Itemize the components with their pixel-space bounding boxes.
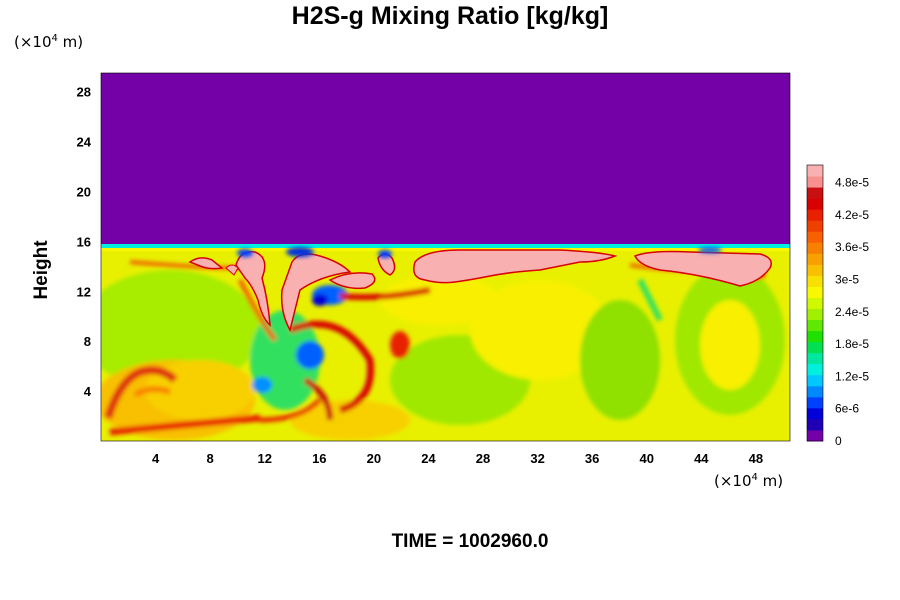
max-value-regions xyxy=(188,249,772,333)
time-label: TIME = 1002960.0 xyxy=(391,531,549,552)
colorbar-swatch xyxy=(807,264,823,276)
colorbar-label: 2.4e-5 xyxy=(835,305,869,319)
colorbar-label: 4.8e-5 xyxy=(835,176,869,190)
colorbar-swatch xyxy=(807,429,823,442)
colorbar-swatch xyxy=(807,352,823,365)
y-tick-label: 24 xyxy=(77,135,92,150)
y-tick-label: 8 xyxy=(84,334,91,349)
plot-area xyxy=(100,72,791,442)
chart-title: H2S-g Mixing Ratio [kg/kg] xyxy=(291,2,609,30)
colorbar-swatch xyxy=(807,396,823,409)
colorbar-label: 1.8e-5 xyxy=(835,337,869,351)
colorbar-swatch xyxy=(807,275,823,287)
x-tick-label: 24 xyxy=(421,451,436,466)
x-tick-label: 32 xyxy=(530,451,544,466)
colorbar-label: 3.6e-5 xyxy=(835,240,869,254)
colorbar-swatch xyxy=(807,209,823,221)
x-tick-labels: 4 8 12 16 20 24 28 32 36 40 44 48 xyxy=(152,451,763,466)
x-tick-label: 8 xyxy=(207,451,214,466)
colorbar-label: 0 xyxy=(835,434,842,448)
colorbar-swatch xyxy=(807,297,823,310)
x-tick-label: 16 xyxy=(312,451,326,466)
colorbar-swatch xyxy=(807,198,823,210)
y-tick-label: 4 xyxy=(84,384,92,399)
x-tick-label: 40 xyxy=(640,451,654,466)
colorbar-swatch xyxy=(807,165,823,177)
boundary-band-yellow xyxy=(101,248,790,251)
x-tick-label: 12 xyxy=(257,451,271,466)
colorbar-swatch xyxy=(807,374,823,387)
colorbar-swatch xyxy=(807,220,823,232)
colorbar-swatch xyxy=(807,330,823,343)
colorbar-swatch xyxy=(807,176,823,188)
x-tick-label: 48 xyxy=(749,451,763,466)
boundary-blue-edges xyxy=(237,247,722,258)
colorbar-swatch xyxy=(807,418,823,431)
x-tick-label: 28 xyxy=(476,451,490,466)
y-tick-label: 16 xyxy=(77,234,91,249)
y-tick-label: 12 xyxy=(77,284,91,299)
colorbar-swatch xyxy=(807,253,823,265)
colorbar-swatch xyxy=(807,363,823,376)
colorbar-label: 3e-5 xyxy=(835,273,859,287)
colorbar-label: 1.2e-5 xyxy=(835,369,869,383)
field-blobs xyxy=(101,260,785,440)
colorbar-swatch xyxy=(807,319,823,332)
x-tick-label: 36 xyxy=(585,451,599,466)
x-tick-label: 44 xyxy=(694,451,709,466)
boundary-band xyxy=(101,244,790,249)
colorbar xyxy=(806,164,824,442)
x-tick-label: 4 xyxy=(152,451,160,466)
colorbar-frame xyxy=(806,164,824,442)
plot-frame xyxy=(100,72,791,442)
colorbar-swatch xyxy=(807,231,823,243)
colorbar-label: 6e-6 xyxy=(835,402,859,416)
colorbar-swatch xyxy=(807,187,823,199)
y-tick-label: 28 xyxy=(77,85,91,100)
colorbar-label: 4.2e-5 xyxy=(835,208,869,222)
colorbar-swatch xyxy=(807,407,823,420)
colorbar-labels: 0 6e-6 1.2e-5 1.8e-5 2.4e-5 3e-5 3.6e-5 4.2e-5 4… xyxy=(835,176,869,448)
x-unit-label: (×104 m) xyxy=(714,472,784,490)
y-unit-label: (×104 m) xyxy=(14,33,84,51)
y-tick-label: 20 xyxy=(77,185,91,200)
colorbar-swatch xyxy=(807,308,823,321)
colorbar-swatch xyxy=(807,341,823,354)
colorbar-swatch xyxy=(807,286,823,298)
colorbar-swatch xyxy=(807,242,823,254)
x-tick-label: 20 xyxy=(367,451,381,466)
y-tick-labels: 4 8 12 16 20 24 28 xyxy=(77,85,92,399)
colorbar-swatch xyxy=(807,385,823,398)
